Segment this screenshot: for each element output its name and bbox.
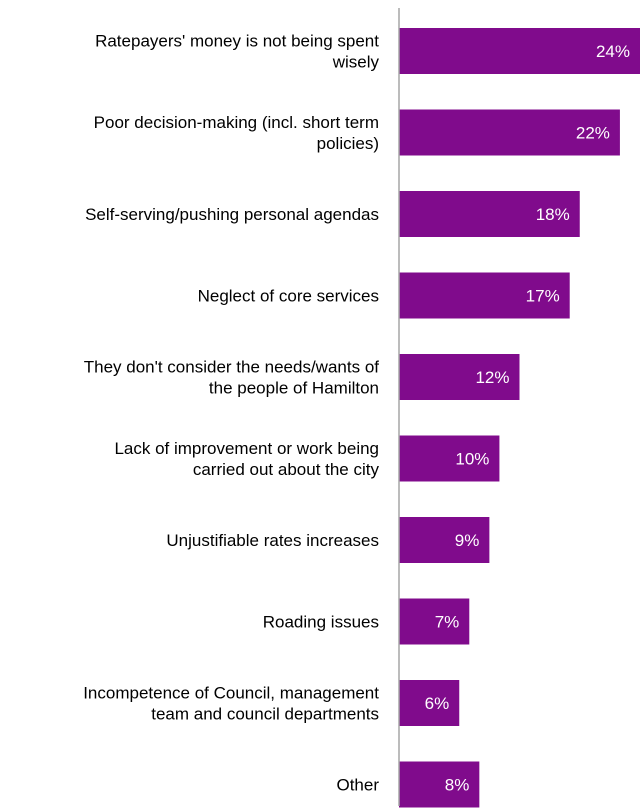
- bar-6: [399, 517, 490, 563]
- category-label-4-line-0: They don't consider the needs/wants of: [84, 358, 380, 377]
- bar-0: [399, 28, 640, 74]
- value-label-4: 12%: [475, 368, 509, 387]
- bar-2: [399, 191, 580, 237]
- bars-group: [399, 28, 640, 808]
- category-label-3-line-0: Neglect of core services: [198, 287, 379, 306]
- value-label-7: 7%: [435, 613, 460, 632]
- bar-3: [399, 272, 570, 319]
- bar-7: [399, 598, 470, 645]
- value-label-3: 17%: [526, 287, 560, 306]
- value-label-5: 10%: [455, 450, 489, 469]
- value-label-8: 6%: [425, 694, 450, 713]
- category-label-5-line-1: carried out about the city: [193, 460, 380, 479]
- category-labels-group: Ratepayers' money is not being spent wise…: [83, 32, 379, 795]
- category-label-1-line-0: Poor decision-making (incl. short term: [94, 113, 379, 132]
- bar-9: [399, 761, 480, 808]
- category-label-0-line-1: wisely: [332, 53, 380, 72]
- value-label-2: 18%: [536, 205, 570, 224]
- value-label-1: 22%: [576, 124, 610, 143]
- value-label-0: 24%: [596, 42, 630, 61]
- value-labels-group: 24% 22% 18% 17% 12% 10% 9% 7% 6% 8%: [425, 42, 630, 795]
- category-label-9-line-0: Other: [336, 776, 379, 795]
- category-label-0-line-0: Ratepayers' money is not being spent: [95, 32, 379, 51]
- category-label-6-line-0: Unjustifiable rates increases: [166, 531, 379, 550]
- category-label-8-line-1: team and council departments: [151, 705, 379, 724]
- category-label-4-line-1: the people of Hamilton: [209, 379, 379, 398]
- bar-4: [399, 354, 520, 400]
- category-label-1-line-1: policies): [317, 134, 379, 153]
- value-label-6: 9%: [455, 531, 480, 550]
- category-label-7-line-0: Roading issues: [263, 613, 379, 632]
- category-label-5-line-0: Lack of improvement or work being: [114, 439, 379, 458]
- value-label-9: 8%: [445, 776, 470, 795]
- bar-1: [399, 109, 620, 156]
- bar-5: [399, 435, 500, 482]
- category-label-8-line-0: Incompetence of Council, management: [83, 684, 379, 703]
- category-label-2-line-0: Self-serving/pushing personal agendas: [85, 205, 379, 224]
- bar-8: [399, 680, 460, 726]
